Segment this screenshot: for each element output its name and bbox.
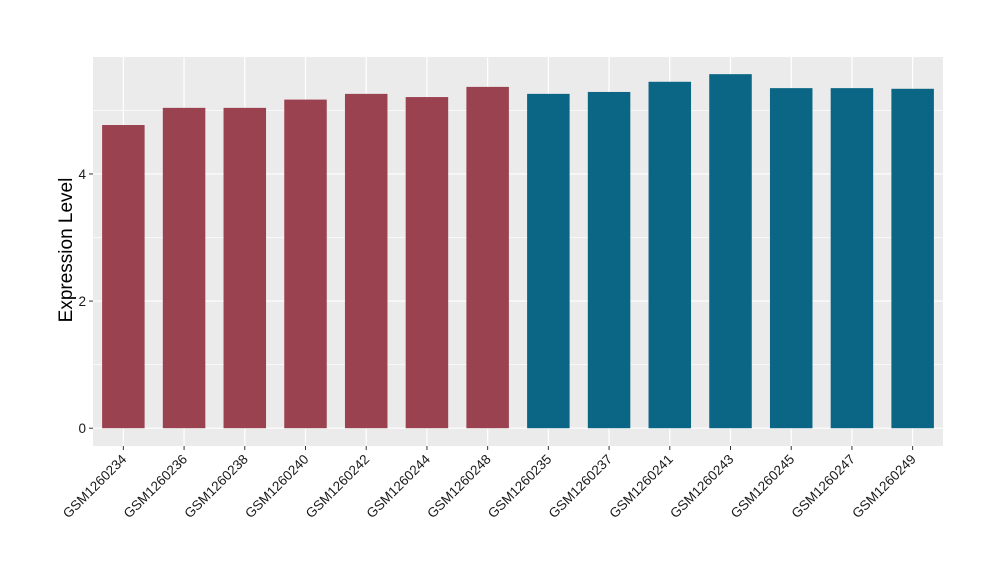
- bar-GSM1260241: [648, 81, 692, 429]
- x-tick-label: GSM1260249: [849, 452, 919, 522]
- bar-GSM1260234: [102, 125, 145, 429]
- x-tick-label: GSM1260244: [364, 451, 434, 521]
- x-tick-label: GSM1260243: [667, 452, 737, 522]
- y-axis-label: Expression Level: [56, 178, 77, 323]
- bar-GSM1260248: [466, 86, 509, 429]
- x-tick-label: GSM1260240: [242, 452, 312, 522]
- y-tick-label: 2: [78, 294, 86, 309]
- x-tick-label: GSM1260238: [181, 452, 251, 522]
- bar-GSM1260237: [587, 91, 631, 429]
- y-tick-label: 0: [78, 421, 86, 436]
- plot-panel: [93, 57, 943, 446]
- bar-GSM1260249: [891, 88, 934, 429]
- y-tick-label: 4: [78, 167, 86, 182]
- x-tick-label: GSM1260245: [728, 452, 798, 522]
- x-tick-label: GSM1260234: [60, 451, 130, 521]
- bar-GSM1260238: [223, 107, 267, 429]
- bar-GSM1260244: [405, 97, 449, 429]
- x-tick-label: GSM1260235: [485, 452, 555, 522]
- bar-GSM1260235: [527, 93, 570, 429]
- x-tick-label: GSM1260237: [546, 452, 616, 522]
- bar-GSM1260236: [162, 107, 206, 429]
- bar-GSM1260245: [769, 88, 813, 429]
- x-tick-label: GSM1260248: [424, 452, 494, 522]
- bar-GSM1260243: [709, 74, 752, 429]
- x-tick-label: GSM1260236: [121, 452, 191, 522]
- bar-GSM1260240: [284, 99, 327, 429]
- x-tick-label: GSM1260242: [303, 452, 373, 522]
- bar-GSM1260247: [830, 88, 874, 429]
- x-tick-label: GSM1260241: [606, 452, 676, 522]
- x-tick-label: GSM1260247: [789, 452, 859, 522]
- bar-GSM1260242: [344, 93, 388, 429]
